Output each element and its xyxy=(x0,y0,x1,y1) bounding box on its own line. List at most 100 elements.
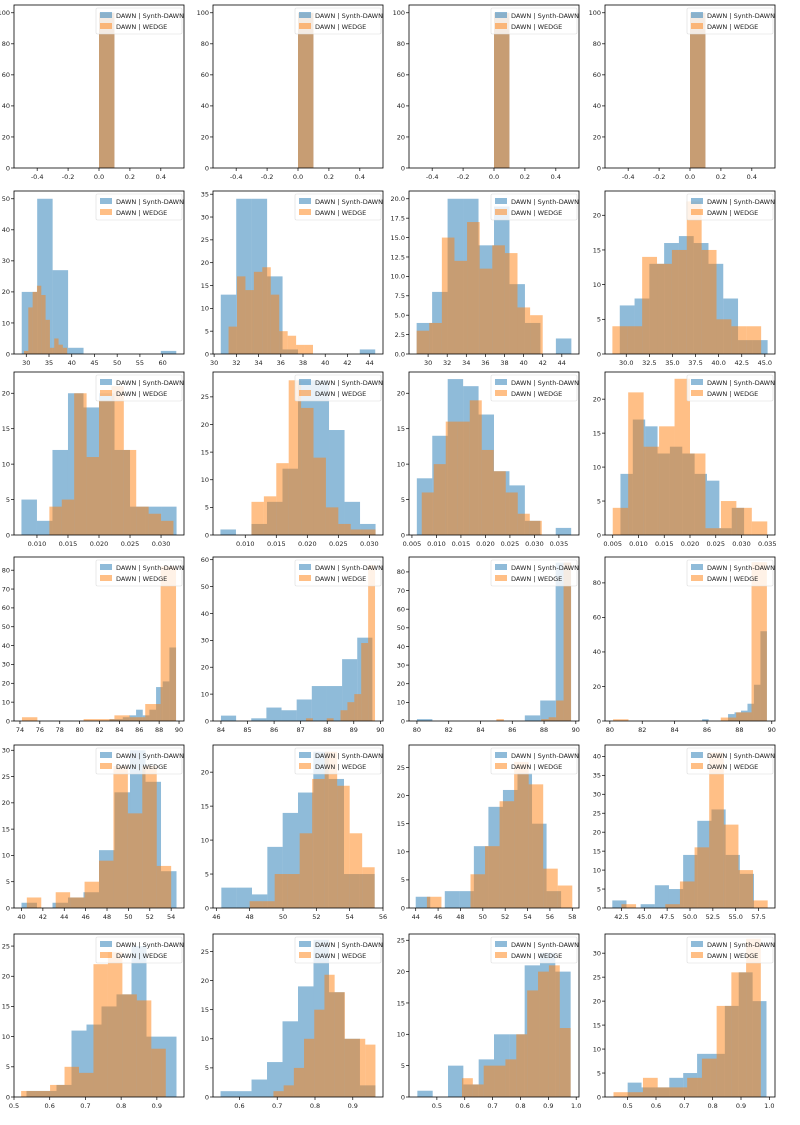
histogram-bar xyxy=(64,1066,79,1097)
x-tick-label: 0.015 xyxy=(452,540,471,548)
x-tick-label: 0.035 xyxy=(758,540,777,548)
histogram-bar xyxy=(736,507,752,535)
x-tick-label: 40 xyxy=(321,359,329,367)
y-tick-label: 80 xyxy=(397,568,405,576)
legend-label: DAWN | WEDGE xyxy=(315,390,366,398)
histogram-bar xyxy=(324,751,338,908)
y-tick-label: 0.0 xyxy=(395,350,405,358)
y-tick-label: 40 xyxy=(593,753,601,761)
y-tick-label: 20 xyxy=(2,133,10,141)
x-tick-label: 0.030 xyxy=(360,540,379,548)
histogram-bar xyxy=(716,1005,732,1097)
histogram-bar xyxy=(221,887,237,908)
y-tick-label: 5 xyxy=(6,878,10,886)
x-tick-label: 38 xyxy=(299,359,307,367)
legend-label: DAWN | WEDGE xyxy=(315,209,366,217)
histogram-panel: -0.4 -0.2 0.0 0.2 0.4 0 20 40 60 80 100 DAWN | Synt… xyxy=(393,4,580,181)
x-tick-label: 0.8 xyxy=(707,1102,717,1110)
y-tick-label: 10 xyxy=(397,848,405,856)
y-tick-label: 25 xyxy=(201,948,209,956)
x-tick-label: 0.4 xyxy=(156,173,166,181)
x-tick-label: 0.8 xyxy=(515,1102,525,1110)
x-tick-label: 34 xyxy=(254,359,262,367)
legend-box xyxy=(95,747,183,775)
legend-swatch xyxy=(299,390,311,396)
x-tick-label: 86 xyxy=(508,726,516,734)
legend-label: DAWN | WEDGE xyxy=(511,23,562,31)
y-tick-label: 15 xyxy=(397,425,405,433)
histogram-bar xyxy=(643,446,660,535)
legend: DAWN | Synth-DAWN DAWN | WEDGE xyxy=(95,374,184,402)
x-tick-label: -0.2 xyxy=(653,173,666,181)
histogram-panel: 0.5 0.6 0.7 0.8 0.9 1.0 0 5 10 15 20 25 DAWN | Synth… xyxy=(397,933,581,1110)
histogram-panel: 0.5 0.6 0.7 0.8 0.9 1.0 0 5 10 15 20 25 30 DAWN | Syn… xyxy=(593,933,776,1110)
histogram-bar xyxy=(293,1067,305,1097)
legend-swatch xyxy=(100,952,112,958)
histogram-bar xyxy=(642,256,658,354)
y-tick-label: 20 xyxy=(397,680,405,688)
histogram-bar xyxy=(640,904,655,908)
legend-swatch xyxy=(100,763,112,769)
histogram-bar xyxy=(496,719,504,721)
y-tick-label: 100 xyxy=(589,9,601,17)
legend-label: DAWN | Synth-DAWN xyxy=(511,564,579,572)
histogram-bar xyxy=(287,335,297,354)
histogram-panel: 30.0 32.5 35.0 37.5 40.0 42.5 45.0 0 5 10 15 20 DAWN… xyxy=(593,190,776,367)
histogram-bar xyxy=(559,1028,571,1097)
x-tick-label: 56 xyxy=(379,913,387,921)
histogram-bar xyxy=(701,249,717,354)
x-tick-label: 35.0 xyxy=(665,359,679,367)
y-tick-label: 15 xyxy=(593,1021,601,1029)
legend-label: DAWN | WEDGE xyxy=(707,209,758,217)
x-tick-label: 0.7 xyxy=(679,1102,689,1110)
y-tick-label: 40 xyxy=(593,648,601,656)
y-tick-label: 5 xyxy=(597,885,601,893)
x-tick-label: 90 xyxy=(376,726,384,734)
histogram-bar xyxy=(49,506,62,535)
histogram-bar xyxy=(493,471,506,535)
x-tick-label: 32 xyxy=(232,359,240,367)
histogram-bar xyxy=(690,12,706,169)
x-tick-label: 0.010 xyxy=(629,540,648,548)
histogram-bar xyxy=(494,12,510,169)
x-tick-label: 42 xyxy=(39,913,47,921)
y-tick-label: 60 xyxy=(397,71,405,79)
y-tick-label: 80 xyxy=(201,40,209,48)
x-tick-label: 40 xyxy=(17,913,25,921)
x-tick-label: 0.035 xyxy=(550,540,569,548)
histogram-bar xyxy=(459,891,474,908)
x-tick-label: 0.8 xyxy=(310,1102,320,1110)
x-tick-label: 0.020 xyxy=(476,540,495,548)
histogram-bar xyxy=(701,1058,717,1097)
y-tick-label: 10 xyxy=(201,1035,209,1043)
histogram-bar xyxy=(705,528,721,535)
x-tick-label: 90 xyxy=(768,726,776,734)
legend: DAWN | Synth-DAWN DAWN | WEDGE xyxy=(490,936,579,964)
histogram-bar xyxy=(70,897,85,908)
legend-label: DAWN | Synth-DAWN xyxy=(116,12,184,20)
x-tick-label: 36 xyxy=(277,359,285,367)
legend-swatch xyxy=(299,752,311,758)
y-tick-label: 12.5 xyxy=(391,253,405,261)
histogram-bar xyxy=(28,307,33,354)
histogram-bar xyxy=(444,891,460,908)
axes-frame xyxy=(212,933,384,1098)
x-tick-label: 48 xyxy=(246,913,254,921)
y-tick-label: 5 xyxy=(205,327,209,335)
histogram-bar xyxy=(49,347,55,354)
y-tick-label: 0 xyxy=(597,717,601,725)
legend-swatch xyxy=(495,390,507,396)
histogram-bar xyxy=(61,499,75,535)
histogram-bar xyxy=(287,874,300,908)
y-tick-label: 20 xyxy=(397,390,405,398)
x-tick-label: 0.6 xyxy=(460,1102,470,1110)
histogram-panel: 30 32 34 36 38 40 42 44 0 5 10 15 20 25 30 35 DAWN | Syn… xyxy=(201,190,384,367)
legend-swatch xyxy=(100,198,112,204)
x-tick-label: 0.020 xyxy=(90,540,109,548)
legend-label: DAWN | Synth-DAWN xyxy=(511,941,579,949)
histogram-bar xyxy=(148,513,162,535)
histogram-bar xyxy=(492,245,505,354)
y-tick-label: 10 xyxy=(201,476,209,484)
legend-swatch xyxy=(495,12,507,18)
histogram-bar xyxy=(136,709,143,721)
